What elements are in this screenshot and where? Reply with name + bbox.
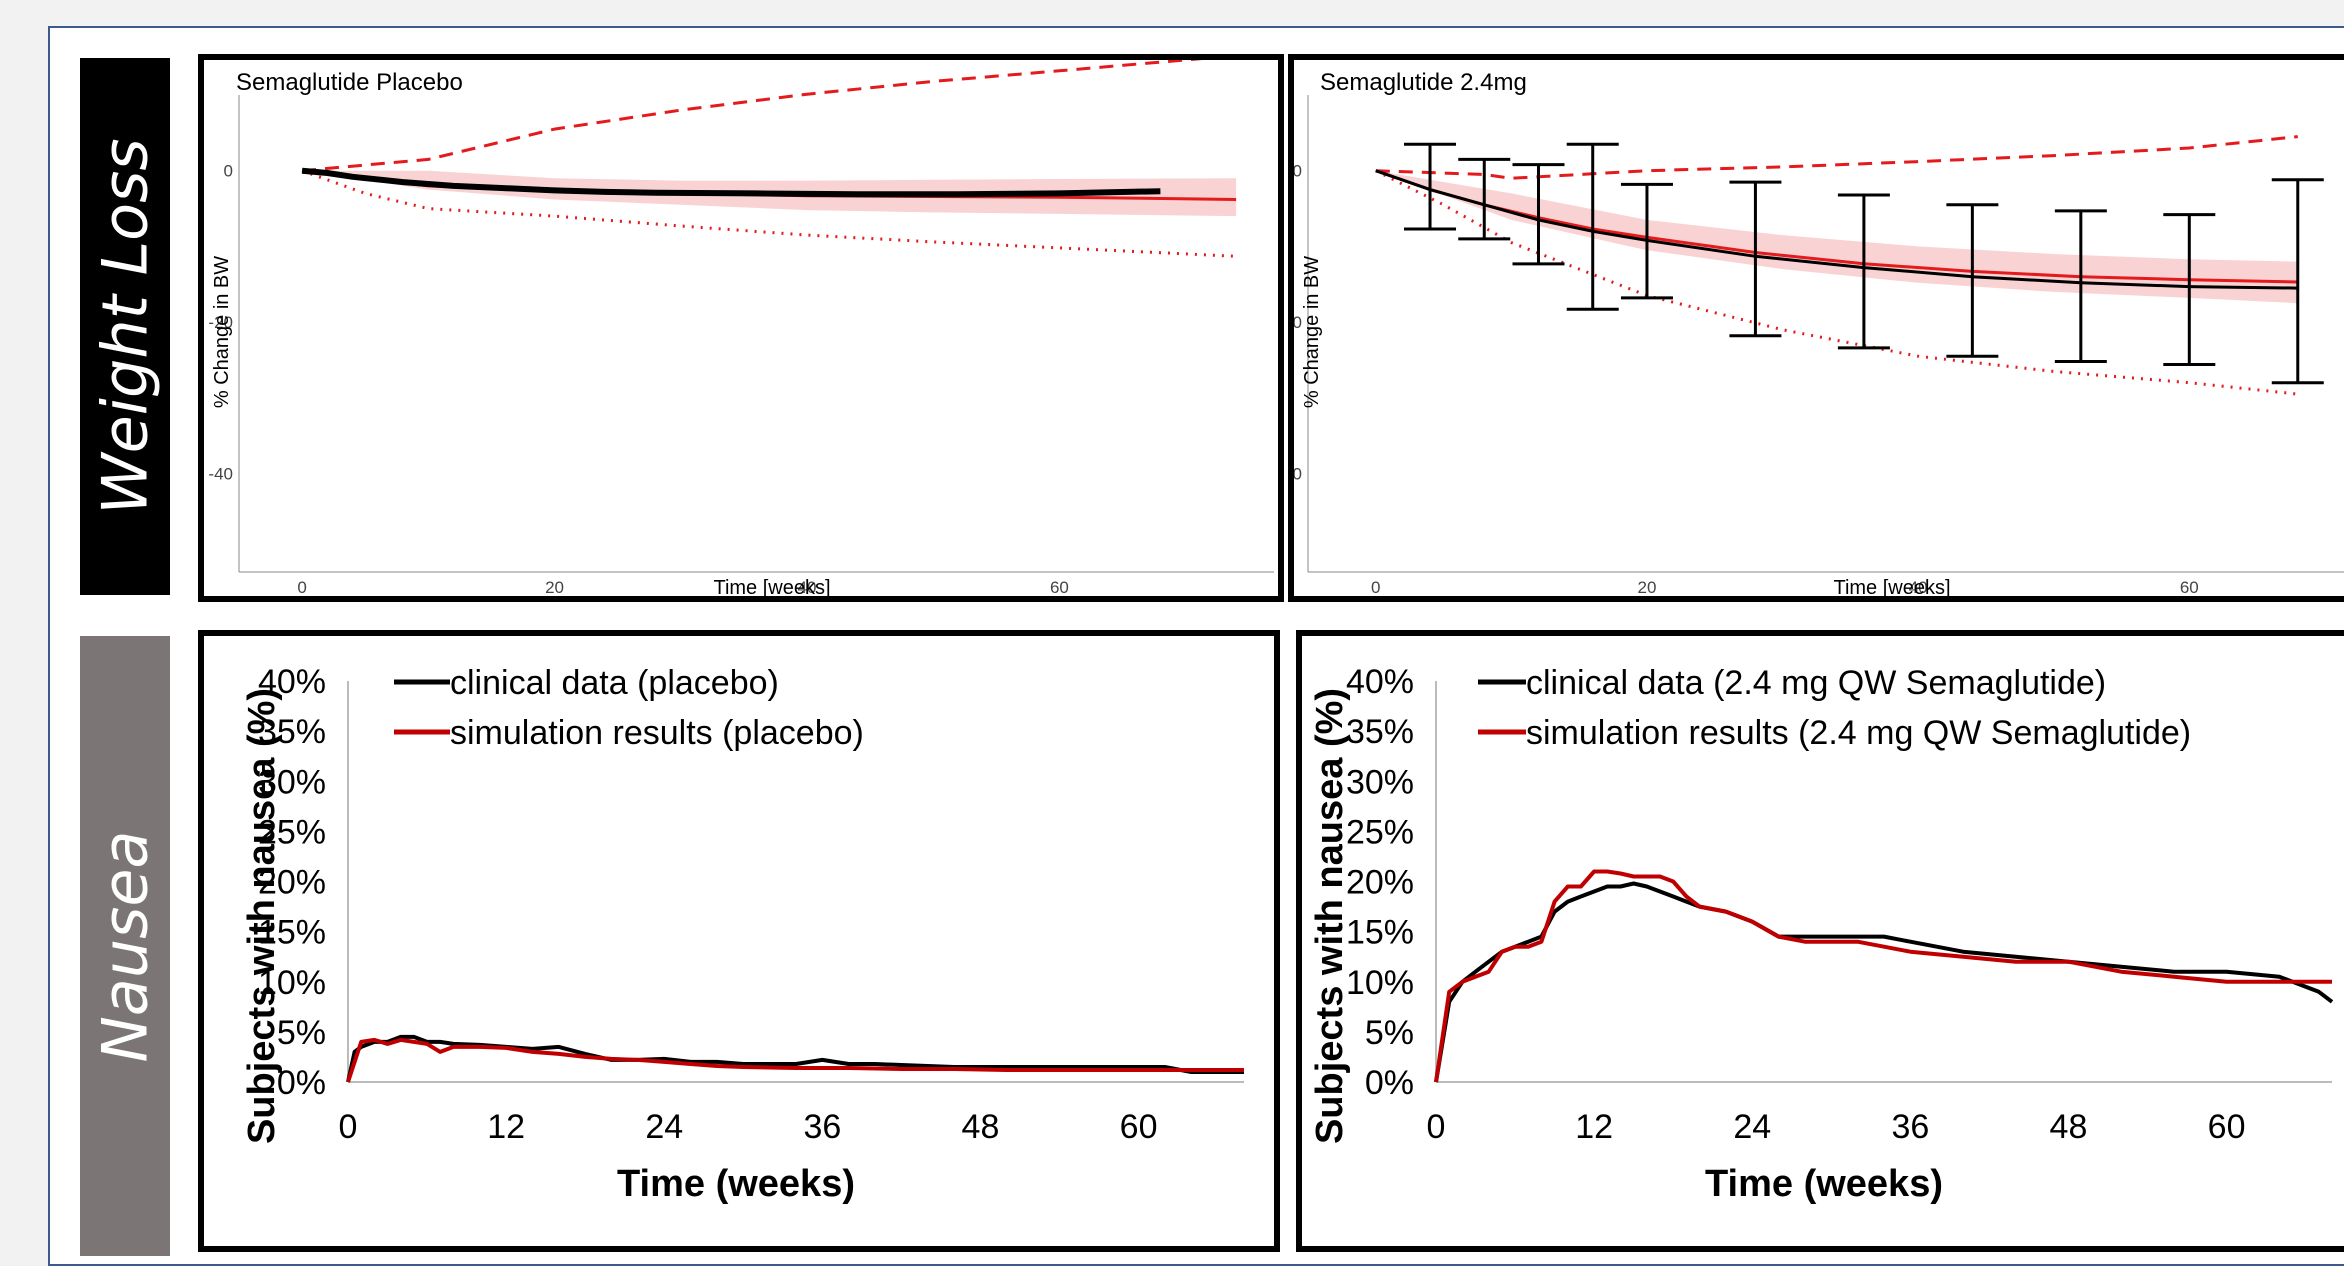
y-tick-label: 30% — [258, 763, 326, 801]
y-tick-label: -40 — [1294, 465, 1302, 484]
x-tick-label: 12 — [487, 1108, 525, 1146]
x-axis-label: Time (weeks) — [1705, 1163, 1943, 1205]
y-tick-label: 35% — [258, 713, 326, 751]
x-tick-label: 60 — [1050, 578, 1069, 596]
y-axis-label: Subjects with nausea (%) — [241, 688, 283, 1144]
y-tick-label: 5% — [277, 1014, 326, 1052]
y-tick-label: 40% — [1346, 663, 1414, 701]
x-tick-label: 36 — [1891, 1108, 1929, 1146]
x-tick-label: 20 — [545, 578, 564, 596]
panel-placebo-nausea: 0% 5% 10% 15% 20% 25% 30% 35% 40% 0 12 24 36 48 60 Time… — [198, 630, 1280, 1252]
y-tick-label: 15% — [258, 914, 326, 952]
y-axis-label: % Change in BW — [1301, 256, 1323, 408]
clinical-data-line — [1434, 881, 2334, 1083]
x-tick-label: 0 — [1371, 578, 1380, 596]
legend-entry: clinical data (2.4 mg QW Semaglutide) — [1526, 664, 2106, 702]
clinical-data-line — [346, 1034, 1244, 1083]
chart-title: Semaglutide 2.4mg — [1320, 69, 1527, 96]
observed-mean-line — [301, 167, 1161, 198]
legend-entry: simulation results (placebo) — [450, 714, 864, 752]
y-tick-label: 35% — [1346, 713, 1414, 751]
x-axis-label: Time [weeks] — [1833, 577, 1950, 596]
x-tick-label: 0 — [339, 1108, 358, 1146]
y-tick-label: 25% — [258, 813, 326, 851]
y-tick-label: -20 — [208, 313, 233, 332]
x-tick-label: 12 — [1575, 1108, 1613, 1146]
row-label-weight-loss-text: Weight Loss — [88, 138, 162, 515]
prediction-band — [1375, 170, 2298, 304]
x-axis-label: Time [weeks] — [713, 577, 830, 596]
y-tick-label: 30% — [1346, 763, 1414, 801]
x-tick-label: 60 — [2208, 1108, 2246, 1146]
upper-percentile-line — [1375, 135, 2298, 180]
x-tick-label: 40 — [1909, 578, 1928, 596]
y-tick-label: 10% — [258, 964, 326, 1002]
legend-entry: clinical data (placebo) — [450, 664, 779, 702]
y-axis-label: Subjects with nausea (%) — [1309, 688, 1351, 1144]
y-tick-label: 25% — [1346, 813, 1414, 851]
y-tick-label: -40 — [208, 465, 233, 484]
row-label-nausea-text: Nausea — [88, 829, 162, 1063]
chart-placebo-nausea: 0% 5% 10% 15% 20% 25% 30% 35% 40% 0 12 24 36 48 60 Time… — [241, 663, 1244, 1205]
y-tick-label: 20% — [258, 864, 326, 902]
chart-sema-weight: 0 20 40 60 0 -20 -40 Semaglutide 2.4mg Time [wee… — [1294, 69, 2344, 596]
y-tick-label: 15% — [1346, 914, 1414, 952]
panel-sema-nausea: 0% 5% 10% 15% 20% 25% 30% 35% 40% 0 12 24 36 48 60 Time… — [1296, 630, 2344, 1252]
simulation-results-line — [1434, 869, 2332, 1083]
chart-placebo-weight: 0 20 40 60 0 -20 -40 Semaglutide Placebo Time [w… — [208, 60, 1274, 596]
observed-mean-line — [1375, 169, 2298, 290]
y-tick-label: 0% — [277, 1064, 326, 1102]
simulation-results-line — [346, 1037, 1244, 1083]
y-tick-label: 20% — [1346, 864, 1414, 902]
y-tick-label: 40% — [258, 663, 326, 701]
row-label-weight-loss: Weight Loss — [80, 58, 170, 595]
panel-sema-weight: 0 20 40 60 0 -20 -40 Semaglutide 2.4mg Time [wee… — [1288, 54, 2344, 602]
x-tick-label: 48 — [962, 1108, 1000, 1146]
x-tick-label: 36 — [803, 1108, 841, 1146]
x-tick-label: 24 — [1733, 1108, 1771, 1146]
y-axis-label: % Change in BW — [211, 256, 233, 408]
y-tick-label: 5% — [1365, 1014, 1414, 1052]
x-tick-label: 0 — [297, 578, 306, 596]
x-axis-label: Time (weeks) — [617, 1163, 855, 1205]
panel-placebo-weight: 0 20 40 60 0 -20 -40 Semaglutide Placebo Time [w… — [198, 54, 1284, 602]
y-tick-label: 0 — [1294, 162, 1302, 181]
chart-title: Semaglutide Placebo — [236, 69, 463, 96]
legend-entry: simulation results (2.4 mg QW Semaglutid… — [1526, 714, 2191, 752]
y-tick-label: 0 — [224, 162, 233, 181]
x-tick-label: 20 — [1638, 578, 1657, 596]
x-tick-label: 48 — [2050, 1108, 2088, 1146]
x-tick-label: 40 — [798, 578, 817, 596]
row-label-nausea: Nausea — [80, 636, 170, 1256]
x-tick-label: 0 — [1427, 1108, 1446, 1146]
y-tick-label: 10% — [1346, 964, 1414, 1002]
y-tick-label: -20 — [1294, 313, 1302, 332]
x-tick-label: 60 — [2180, 578, 2199, 596]
x-tick-label: 24 — [645, 1108, 683, 1146]
y-tick-label: 0% — [1365, 1064, 1414, 1102]
x-tick-label: 60 — [1120, 1108, 1158, 1146]
chart-sema-nausea: 0% 5% 10% 15% 20% 25% 30% 35% 40% 0 12 24 36 48 60 Time… — [1309, 663, 2334, 1205]
upper-percentile-line — [301, 60, 1203, 173]
